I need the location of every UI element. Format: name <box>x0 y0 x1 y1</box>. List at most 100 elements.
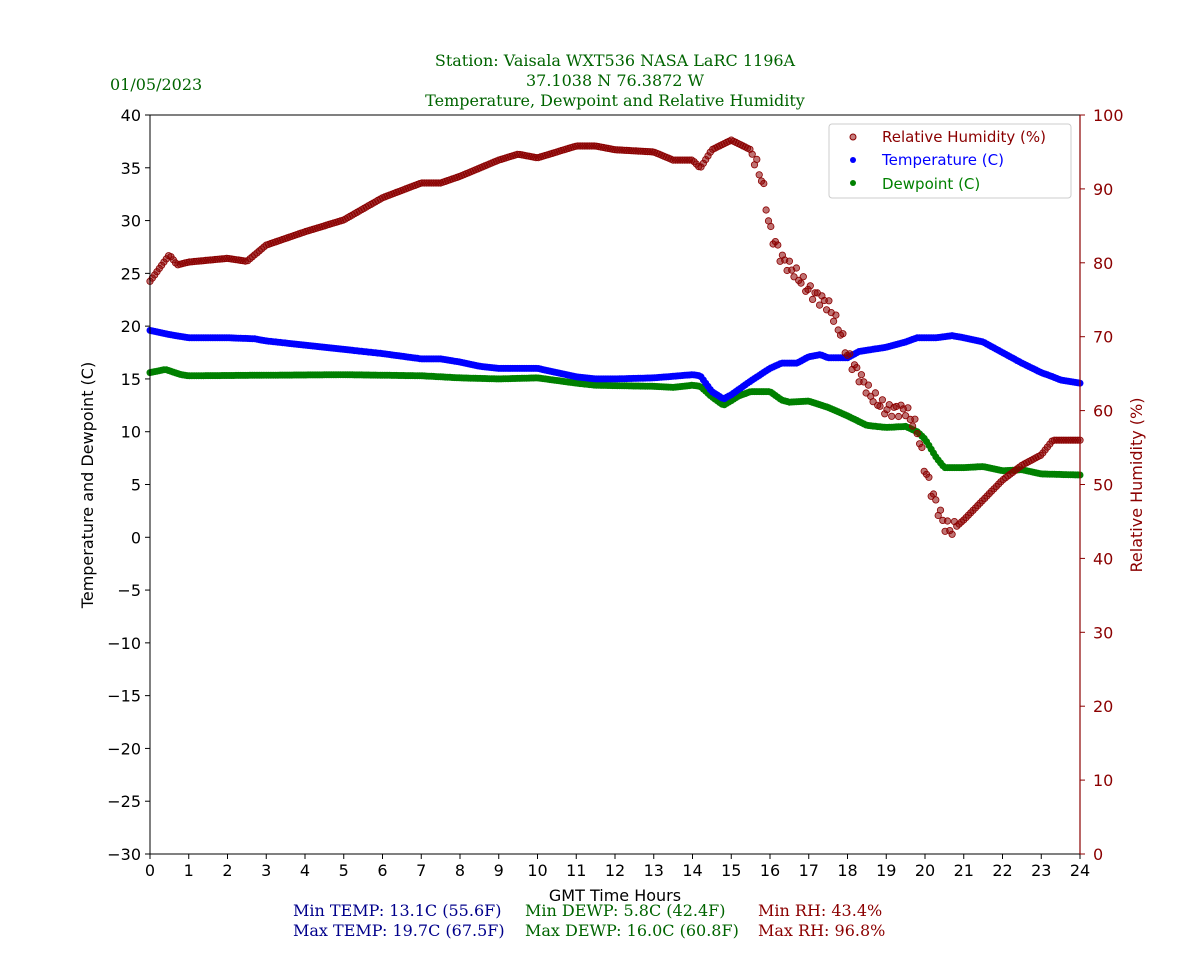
y-tick-label: 0 <box>131 528 141 547</box>
rh-point <box>748 150 756 158</box>
rh-point <box>785 257 794 265</box>
rh-point <box>832 311 840 319</box>
series-temp <box>146 326 1084 403</box>
rh-point <box>871 389 880 397</box>
y2-tick-label: 10 <box>1093 771 1113 790</box>
rh-point <box>948 530 956 538</box>
rh-point <box>932 496 940 504</box>
x-tick-label: 20 <box>915 861 935 880</box>
y-tick-label: −5 <box>117 581 141 600</box>
min-rh-stat: Min RH: 43.4% <box>758 901 882 920</box>
y2-tick-label: 50 <box>1093 476 1113 495</box>
rh-point <box>846 350 854 358</box>
date-label: 01/05/2023 <box>110 75 202 94</box>
rh-point <box>929 490 938 498</box>
y-tick-label: 25 <box>121 264 141 283</box>
y-tick-label: −15 <box>107 687 141 706</box>
x-tick-label: 18 <box>837 861 857 880</box>
x-tick-label: 1 <box>184 861 194 880</box>
y-tick-label: 35 <box>121 159 141 178</box>
legend-box <box>828 123 1072 199</box>
x-tick-label: 8 <box>455 861 465 880</box>
rh-point <box>790 273 798 281</box>
x-tick-label: 0 <box>145 861 155 880</box>
y-tick-label: −10 <box>107 634 141 653</box>
rh-point <box>888 412 896 420</box>
x-tick-label: 11 <box>566 861 586 880</box>
y2-axis-label: Relative Humidity (%) <box>1127 398 1146 573</box>
max-dewp-stat: Max DEWP: 16.0C (60.8F) <box>525 921 739 940</box>
x-tick-label: 12 <box>605 861 625 880</box>
rh-point <box>853 363 861 372</box>
rh-point <box>878 396 887 404</box>
rh-point <box>911 415 919 423</box>
rh-point <box>799 273 807 281</box>
x-tick-label: 17 <box>799 861 819 880</box>
y2-tick-label: 40 <box>1093 549 1113 568</box>
y-tick-label: −20 <box>107 739 141 758</box>
legend-label-rh: Relative Humidity (%) <box>882 128 1046 146</box>
data-marks <box>146 136 1084 538</box>
rh-point <box>806 282 814 290</box>
rh-point <box>857 371 866 379</box>
y2-tick-label: 60 <box>1093 402 1113 421</box>
rh-point <box>767 222 775 231</box>
y-axis-label: Temperature and Dewpoint (C) <box>78 362 97 609</box>
y2-tick-label: 0 <box>1093 845 1103 864</box>
y-tick-label: 15 <box>121 370 141 389</box>
x-tick-label: 13 <box>644 861 664 880</box>
x-tick-label: 3 <box>261 861 271 880</box>
max-rh-stat: Max RH: 96.8% <box>758 921 885 940</box>
rh-point <box>876 402 884 410</box>
legend-marker-temp <box>850 157 856 163</box>
rh-point <box>755 171 763 179</box>
y-tick-label: 20 <box>121 317 141 336</box>
y-tick-label: −25 <box>107 792 141 811</box>
rh-point <box>792 264 801 272</box>
x-tick-label: 9 <box>494 861 504 880</box>
x-tick-label: 2 <box>222 861 232 880</box>
x-tick-label: 6 <box>377 861 387 880</box>
rh-point <box>825 297 833 305</box>
title-line-1: Station: Vaisala WXT536 NASA LaRC 1196A <box>435 51 796 70</box>
x-tick-label: 15 <box>721 861 741 880</box>
y2-tick-label: 80 <box>1093 254 1113 273</box>
rh-point <box>774 241 782 249</box>
x-tick-label: 4 <box>300 861 310 880</box>
y2-tick-label: 100 <box>1093 106 1124 125</box>
rh-point <box>808 295 817 303</box>
x-tick-label: 22 <box>992 861 1012 880</box>
rh-point <box>943 517 952 525</box>
x-tick-label: 19 <box>876 861 896 880</box>
plot-frame <box>149 114 1081 855</box>
title-line-2: 37.1038 N 76.3872 W <box>526 71 705 90</box>
x-tick-label: 7 <box>416 861 426 880</box>
rh-point <box>925 473 933 481</box>
rh-point <box>815 301 824 309</box>
y-tick-label: 30 <box>121 212 141 231</box>
legend-marker-dewp <box>850 180 856 186</box>
title-line-3: Temperature, Dewpoint and Relative Humid… <box>425 91 805 110</box>
y2-tick-label: 30 <box>1093 623 1113 642</box>
rh-point <box>913 429 921 438</box>
legend-label-temp: Temperature (C) <box>881 151 1004 169</box>
series-dewp <box>146 366 1084 479</box>
rh-point <box>864 381 873 389</box>
x-tick-label: 10 <box>527 861 547 880</box>
y2-tick-label: 70 <box>1093 328 1113 347</box>
series-rh <box>146 136 1084 538</box>
y-tick-label: 40 <box>121 106 141 125</box>
rh-point <box>869 398 877 406</box>
y2-tick-label: 20 <box>1093 697 1113 716</box>
x-tick-label: 14 <box>682 861 702 880</box>
x-axis-label: GMT Time Hours <box>549 886 681 905</box>
rh-point <box>908 422 917 430</box>
x-tick-label: 21 <box>954 861 974 880</box>
max-temp-stat: Max TEMP: 19.7C (67.5F) <box>293 921 505 940</box>
y-tick-label: 10 <box>121 423 141 442</box>
rh-point <box>904 404 912 412</box>
rh-point <box>829 317 838 325</box>
x-tick-label: 16 <box>760 861 780 880</box>
